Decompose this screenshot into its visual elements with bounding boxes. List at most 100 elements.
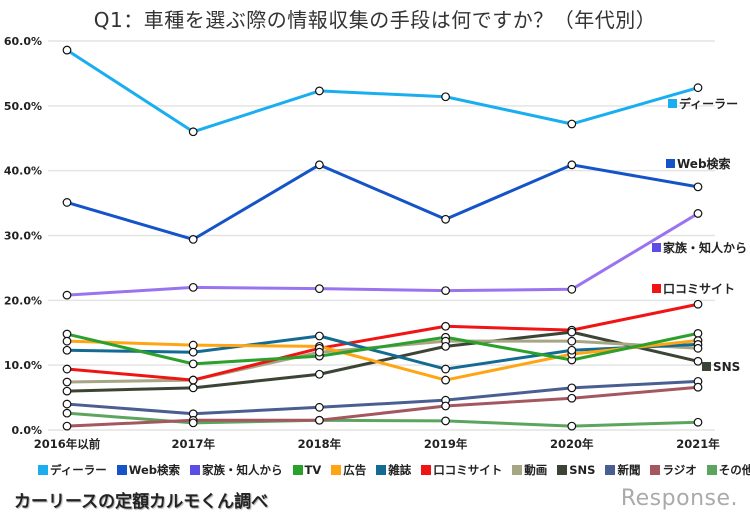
- data-point: [188, 375, 198, 385]
- end-label-swatch: [668, 99, 677, 108]
- data-point: [315, 347, 324, 357]
- data-point: [441, 364, 451, 374]
- data-point: [693, 209, 703, 218]
- legend-swatch: [512, 465, 523, 475]
- legend-item: SNS: [557, 462, 595, 478]
- data-point: [693, 382, 703, 392]
- data-point: [693, 417, 703, 427]
- source-credit: カーリースの定額カルモくん調べ: [14, 492, 269, 512]
- legend-label: TV: [304, 463, 322, 477]
- legend: ディーラー Web検索 家族・知人から TV 広告 雑誌 口コミサイト 動画 SNS 新聞 ラジオ そ…: [38, 462, 750, 478]
- data-point: [441, 341, 451, 351]
- series-points: [62, 45, 703, 431]
- legend-swatch: [421, 465, 432, 475]
- end-label-swatch: [652, 243, 661, 252]
- data-point: [567, 421, 577, 431]
- legend-item: TV: [292, 462, 322, 478]
- legend-label: 広告: [343, 463, 367, 477]
- y-tick-label: 20.0%: [4, 294, 42, 307]
- end-label-swatch: [666, 159, 675, 168]
- chart-title: Q1：車種を選ぶ際の情報収集の手段は何ですか？（年代別）: [93, 8, 657, 32]
- legend-item: その他: [706, 462, 750, 478]
- data-point: [315, 86, 324, 96]
- legend-label: 家族・知人から: [202, 463, 283, 477]
- x-tick-label: 2018年: [298, 437, 342, 451]
- data-point: [567, 336, 577, 346]
- legend-label: ラジオ: [662, 463, 697, 477]
- series-line-2: [66, 163, 699, 241]
- legend-item: 動画: [512, 462, 547, 478]
- series-line-6: [66, 334, 699, 371]
- y-tick-label: 50.0%: [4, 100, 42, 113]
- data-point: [62, 364, 72, 374]
- series-line-9: [66, 330, 699, 393]
- data-point: [62, 329, 72, 339]
- gridlines: [48, 40, 715, 431]
- data-point: [567, 393, 577, 403]
- data-point: [441, 321, 451, 331]
- series-line-5: [66, 339, 699, 382]
- series-line-12: [66, 411, 699, 428]
- legend-label: 雑誌: [388, 463, 412, 477]
- data-point: [567, 345, 577, 355]
- x-axis-ticks: 2016年以前 2017年 2018年 2019年 2020年 2021年: [34, 437, 721, 451]
- y-axis-ticks: 0.0% 10.0% 20.0% 30.0% 40.0% 50.0% 60.0%: [4, 35, 42, 437]
- data-point: [567, 327, 577, 337]
- end-label: ディーラー: [679, 96, 738, 111]
- data-point: [62, 377, 72, 387]
- data-point: [441, 401, 451, 411]
- legend-label: 動画: [524, 463, 548, 477]
- y-tick-label: 30.0%: [4, 230, 42, 243]
- data-point: [693, 83, 703, 93]
- legend-swatch: [557, 465, 568, 475]
- data-point: [693, 343, 703, 353]
- legend-item: ディーラー: [38, 462, 107, 478]
- data-point: [315, 415, 324, 425]
- end-label: 口コミサイト: [663, 282, 735, 296]
- data-point: [315, 331, 324, 341]
- series-line-7: [66, 302, 699, 382]
- data-point: [62, 345, 72, 355]
- legend-item: 広告: [331, 462, 366, 478]
- end-label-swatch: [652, 284, 661, 293]
- data-point: [315, 369, 324, 379]
- data-point: [62, 386, 72, 396]
- data-point: [567, 160, 577, 170]
- end-label: Web検索: [677, 156, 731, 171]
- data-point: [441, 92, 451, 102]
- legend-item: Web検索: [116, 462, 180, 478]
- data-point: [188, 340, 198, 350]
- legend-item: 雑誌: [376, 462, 411, 478]
- legend-label: 口コミサイト: [433, 463, 503, 477]
- series-line-3: [66, 212, 699, 297]
- end-label: 家族・知人から: [663, 240, 747, 255]
- data-point: [62, 408, 72, 418]
- data-point: [62, 198, 72, 207]
- data-point: [188, 127, 198, 137]
- x-tick-label: 2016年以前: [34, 437, 101, 451]
- legend-label: ディーラー: [50, 463, 107, 477]
- x-tick-label: 2020年: [550, 437, 594, 451]
- legend-label: その他: [718, 463, 750, 477]
- data-point: [62, 399, 72, 409]
- response-logo: Response.: [620, 486, 738, 511]
- series-lines: [66, 48, 699, 428]
- data-point: [62, 45, 72, 55]
- data-point: [62, 421, 72, 431]
- data-point: [62, 336, 72, 346]
- data-point: [567, 383, 577, 393]
- legend-swatch: [292, 465, 303, 475]
- end-label-swatch: [702, 362, 711, 371]
- legend-swatch: [38, 465, 48, 475]
- data-point: [315, 160, 324, 170]
- legend-swatch: [376, 465, 387, 475]
- data-point: [567, 119, 577, 129]
- data-point: [441, 214, 451, 224]
- y-tick-label: 10.0%: [4, 359, 42, 372]
- legend-swatch: [116, 465, 127, 475]
- data-point: [188, 234, 198, 244]
- legend-item: ラジオ: [650, 462, 697, 478]
- y-tick-label: 40.0%: [4, 165, 42, 178]
- legend-label: SNS: [569, 463, 596, 477]
